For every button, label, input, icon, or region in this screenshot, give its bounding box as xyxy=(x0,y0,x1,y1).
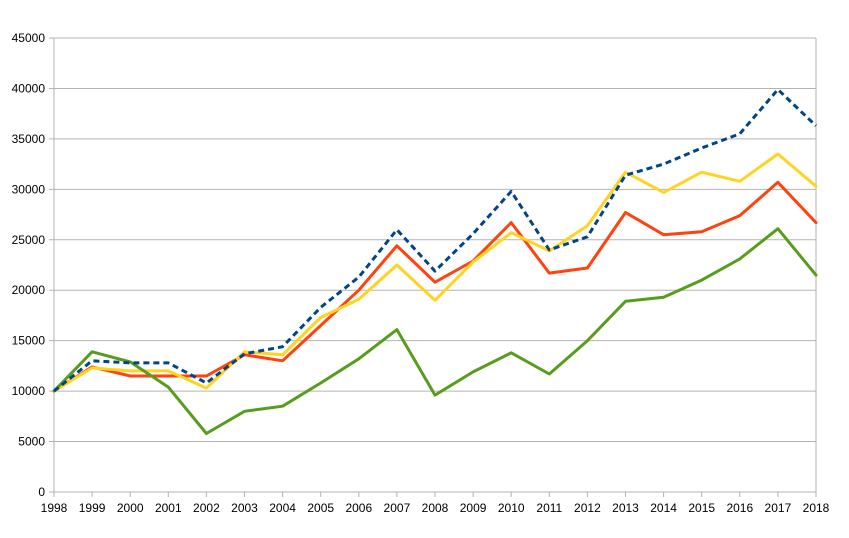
x-tick-label: 1998 xyxy=(41,501,68,515)
x-tick-label: 2000 xyxy=(117,501,144,515)
y-tick-label: 15000 xyxy=(12,334,46,348)
x-tick-label: 2016 xyxy=(726,501,753,515)
series-line-3 xyxy=(52,152,818,393)
y-tick-label: 40000 xyxy=(12,81,46,95)
y-tick-label: 0 xyxy=(38,485,45,499)
y-tick-label: 35000 xyxy=(12,132,46,146)
x-tick-label: 2012 xyxy=(574,501,601,515)
tick-label-layer: 0 5000 10000 15000 20000 25000 30000 35000 40000… xyxy=(12,31,830,515)
y-tick-label: 20000 xyxy=(12,283,46,297)
x-tick-label: 1999 xyxy=(79,501,106,515)
x-tick-label: 2018 xyxy=(803,501,830,515)
x-tick-label: 2002 xyxy=(193,501,220,515)
y-tick-label: 45000 xyxy=(12,31,46,45)
x-tick-label: 2013 xyxy=(612,501,639,515)
x-tick-label: 2007 xyxy=(384,501,411,515)
grid-layer xyxy=(49,37,817,497)
series-line-1 xyxy=(53,88,818,393)
x-tick-label: 2005 xyxy=(307,501,334,515)
x-tick-label: 2003 xyxy=(231,501,258,515)
x-tick-label: 2011 xyxy=(536,501,562,515)
x-tick-label: 2008 xyxy=(422,501,449,515)
x-tick-label: 2017 xyxy=(765,501,792,515)
x-tick-label: 2009 xyxy=(460,501,487,515)
x-tick-label: 2014 xyxy=(650,501,677,515)
y-tick-label: 10000 xyxy=(12,384,46,398)
series-line-4 xyxy=(52,227,818,435)
series-line-2 xyxy=(52,180,818,393)
y-tick-label: 30000 xyxy=(12,182,46,196)
y-tick-label: 25000 xyxy=(12,233,46,247)
x-tick-label: 2010 xyxy=(498,501,525,515)
x-tick-label: 2001 xyxy=(155,501,182,515)
x-tick-label: 2006 xyxy=(345,501,372,515)
x-tick-label: 2015 xyxy=(688,501,715,515)
x-tick-label: 2004 xyxy=(269,501,296,515)
series-layer xyxy=(52,88,818,435)
y-tick-label: 5000 xyxy=(18,435,45,449)
